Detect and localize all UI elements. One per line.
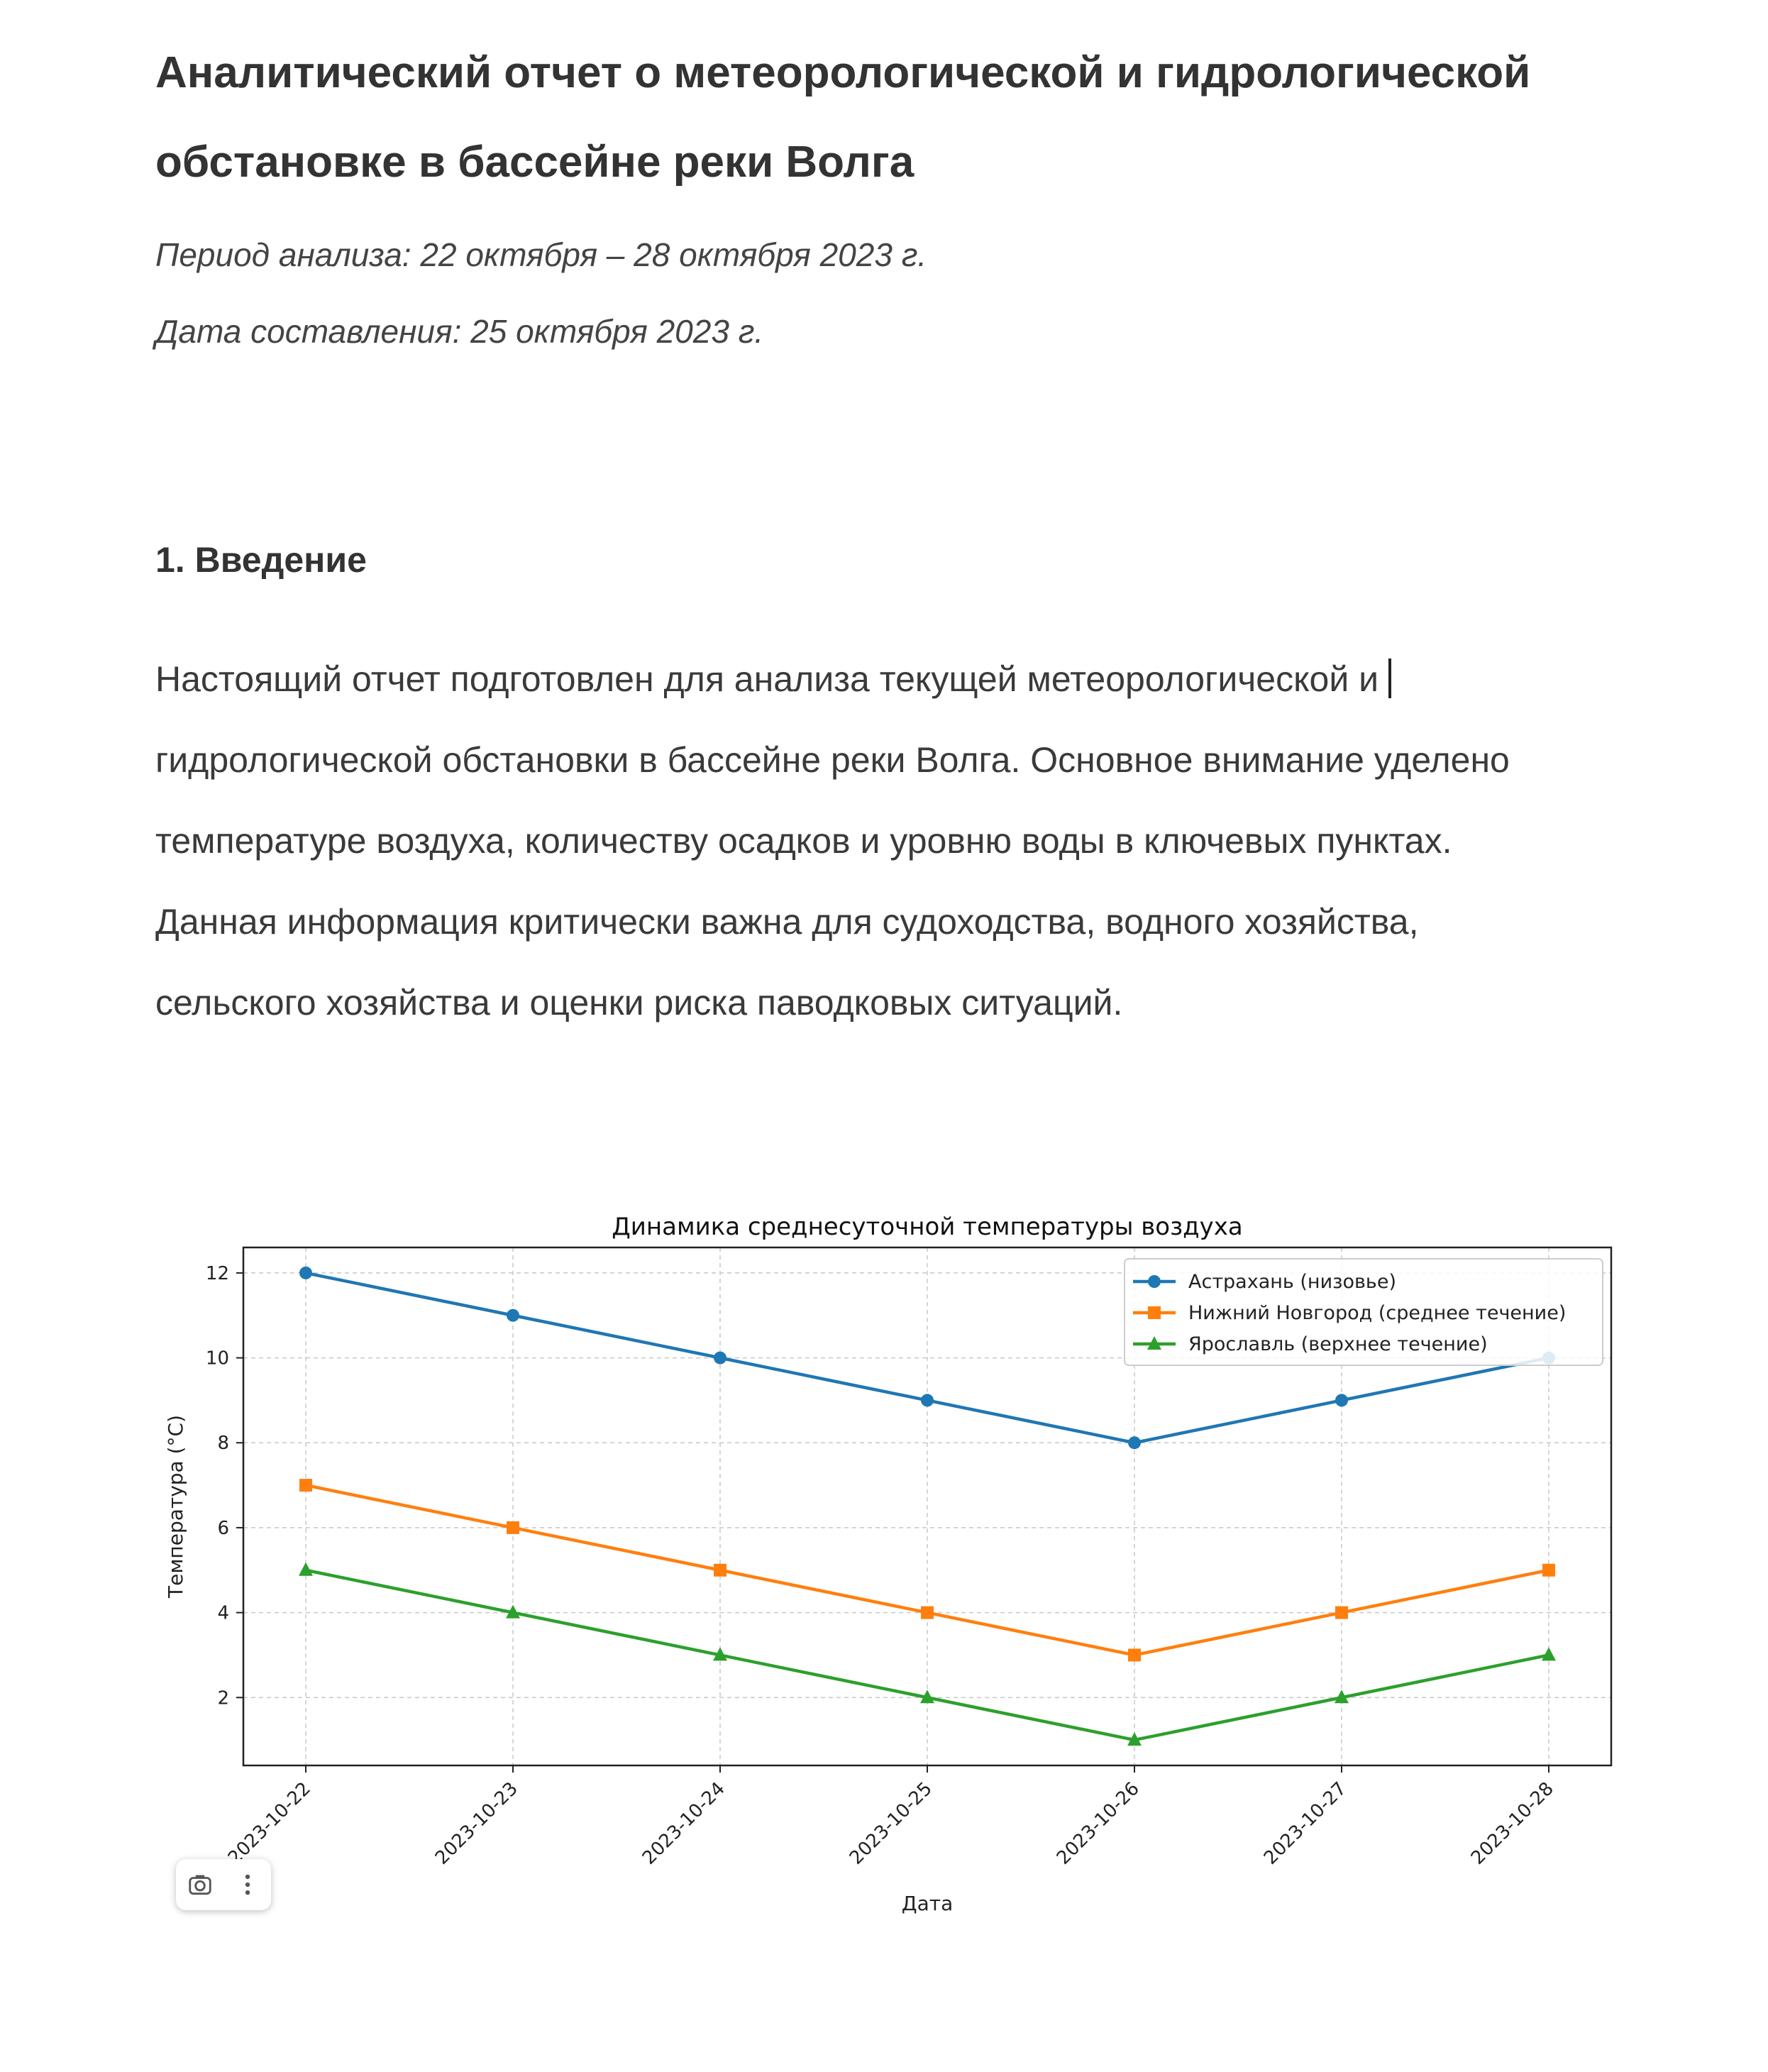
paragraph-line: сельского хозяйства и оценки риска павод… <box>155 983 1123 1023</box>
data-point <box>1335 1606 1348 1619</box>
paragraph-line: Настоящий отчет подготовлен для анализа … <box>155 659 1379 699</box>
data-point <box>1335 1690 1349 1704</box>
data-point <box>714 1351 726 1365</box>
x-tick-label: 2023-10-25 <box>846 1778 937 1869</box>
compilation-date: Дата составления: 25 октября 2023 г. <box>155 313 764 350</box>
y-tick-label: 2 <box>217 1687 229 1709</box>
more-vertical-icon <box>245 1874 250 1895</box>
document-title: Аналитический отчет о метеорологической … <box>155 48 1531 187</box>
x-tick-label: 2023-10-27 <box>1260 1778 1351 1869</box>
data-point <box>1127 1732 1142 1746</box>
legend-label: Астрахань (низовье) <box>1188 1271 1396 1293</box>
section-heading-introduction: 1. Введение <box>155 540 367 580</box>
data-point <box>714 1563 726 1577</box>
data-point <box>921 1394 934 1407</box>
image-toolbar <box>176 1859 271 1910</box>
data-point <box>506 1604 520 1619</box>
x-axis-label: Дата <box>902 1892 954 1915</box>
y-tick-label: 4 <box>217 1603 229 1624</box>
data-point <box>1542 1647 1556 1661</box>
analysis-period: Период анализа: 22 октября – 28 октября … <box>155 236 927 273</box>
x-tick-label: 2023-10-28 <box>1467 1778 1558 1869</box>
data-point <box>507 1308 519 1322</box>
y-tick-label: 6 <box>217 1518 229 1539</box>
data-point <box>1128 1436 1141 1450</box>
legend-marker <box>1147 1336 1161 1350</box>
temperature-line-chart: Динамика среднесуточной температуры возд… <box>164 1213 1613 1915</box>
text-cursor <box>1388 658 1392 698</box>
data-point <box>1128 1648 1141 1662</box>
y-axis-label: Температура (°C) <box>164 1415 187 1599</box>
legend-marker <box>1148 1275 1161 1288</box>
data-point <box>921 1606 934 1619</box>
x-tick-label: 2023-10-26 <box>1053 1778 1144 1869</box>
y-tick-label: 12 <box>206 1263 229 1284</box>
data-point <box>1335 1394 1348 1407</box>
temperature-chart-image[interactable]: Динамика среднесуточной температуры возд… <box>155 1199 1631 1937</box>
x-tick-label: 2023-10-22 <box>224 1778 315 1869</box>
data-point <box>507 1521 519 1534</box>
data-point <box>920 1690 934 1704</box>
y-tick-label: 8 <box>217 1433 229 1454</box>
camera-icon <box>188 1875 211 1895</box>
data-point <box>299 1562 313 1576</box>
paragraph-line: температуре воздуха, количеству осадков … <box>155 821 1452 861</box>
data-point <box>713 1647 727 1661</box>
paragraph-line: гидрологической обстановки в бассейне ре… <box>155 740 1510 780</box>
data-point <box>299 1266 312 1279</box>
legend-box <box>1124 1258 1603 1366</box>
x-tick-label: 2023-10-23 <box>431 1778 522 1869</box>
chart-title: Динамика среднесуточной температуры возд… <box>612 1213 1243 1241</box>
data-point <box>1542 1563 1555 1577</box>
camera-button[interactable] <box>182 1866 219 1903</box>
data-point <box>299 1479 312 1492</box>
x-tick-label: 2023-10-24 <box>639 1778 729 1869</box>
paragraph-line: Данная информация критически важна для с… <box>155 902 1419 942</box>
more-options-button[interactable] <box>229 1866 266 1903</box>
y-tick-label: 10 <box>206 1348 229 1370</box>
introduction-paragraph[interactable]: Настоящий отчет подготовлен для анализа … <box>155 639 1631 1043</box>
legend-label: Нижний Новгород (среднее течение) <box>1188 1302 1566 1324</box>
legend-marker <box>1148 1306 1161 1319</box>
legend-label: Ярославль (верхнее течение) <box>1188 1333 1488 1355</box>
